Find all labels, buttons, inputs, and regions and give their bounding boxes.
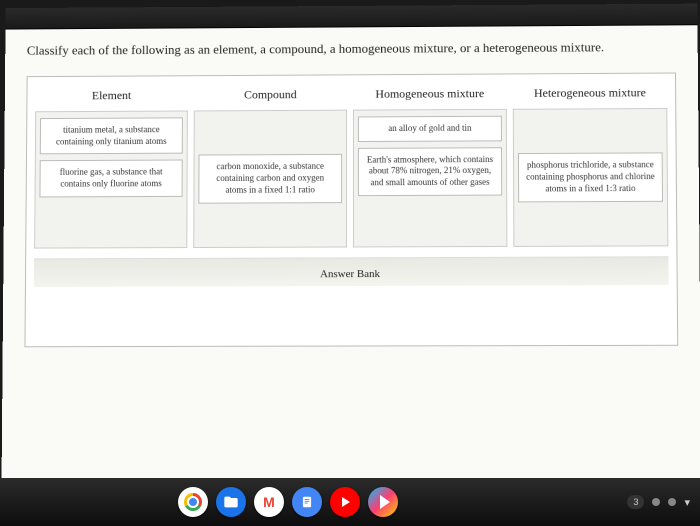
dropzones-row: titanium metal, a substance containing o… (34, 108, 668, 249)
column-header-compound: Compound (194, 83, 347, 110)
tray-dot-1[interactable] (652, 498, 660, 506)
files-icon[interactable] (216, 487, 246, 517)
question-prompt: Classify each of the following as an ele… (27, 39, 676, 59)
card-fluorine[interactable]: fluorine gas, a substance that contains … (39, 160, 182, 197)
answer-bank-area[interactable] (33, 285, 669, 346)
tray-badge[interactable]: 3 (627, 495, 644, 509)
dropzone-homogeneous[interactable]: an alloy of gold and tin Earth's atmosph… (353, 109, 507, 248)
taskbar: M 3 ▾ (0, 478, 700, 526)
system-tray: 3 ▾ (627, 495, 690, 509)
doc-glyph-icon (300, 495, 314, 509)
dropzone-compound[interactable]: carbon monoxide, a substance containing … (193, 110, 347, 248)
column-headers-row: Element Compound Homogeneous mixture Het… (35, 81, 667, 111)
dropzone-heterogeneous[interactable]: phosphorus trichloride, a substance cont… (513, 108, 669, 247)
card-alloy[interactable]: an alloy of gold and tin (358, 116, 502, 142)
card-phosphorus-trichloride[interactable]: phosphorus trichloride, a substance cont… (518, 153, 663, 202)
tray-dot-2[interactable] (668, 498, 676, 506)
folder-icon (223, 494, 239, 510)
youtube-icon[interactable] (330, 487, 360, 517)
answer-bank-label: Answer Bank (34, 256, 669, 287)
tray-caret-icon[interactable]: ▾ (684, 496, 690, 509)
docs-icon[interactable] (292, 487, 322, 517)
gmail-icon[interactable]: M (254, 487, 284, 517)
chrome-icon[interactable] (178, 487, 208, 517)
column-header-homogeneous: Homogeneous mixture (353, 82, 507, 109)
column-header-heterogeneous: Heterogeneous mixture (513, 81, 668, 108)
card-atmosphere[interactable]: Earth's atmosphere, which contains about… (358, 147, 502, 196)
card-carbon-monoxide[interactable]: carbon monoxide, a substance containing … (198, 154, 342, 203)
column-header-element: Element (35, 84, 188, 111)
screen-area: Classify each of the following as an ele… (2, 4, 700, 479)
card-titanium[interactable]: titanium metal, a substance containing o… (40, 117, 183, 154)
classification-board: Element Compound Homogeneous mixture Het… (24, 73, 678, 348)
play-store-icon[interactable] (368, 487, 398, 517)
page-content: Classify each of the following as an ele… (2, 25, 700, 478)
dropzone-element[interactable]: titanium metal, a substance containing o… (34, 110, 188, 248)
